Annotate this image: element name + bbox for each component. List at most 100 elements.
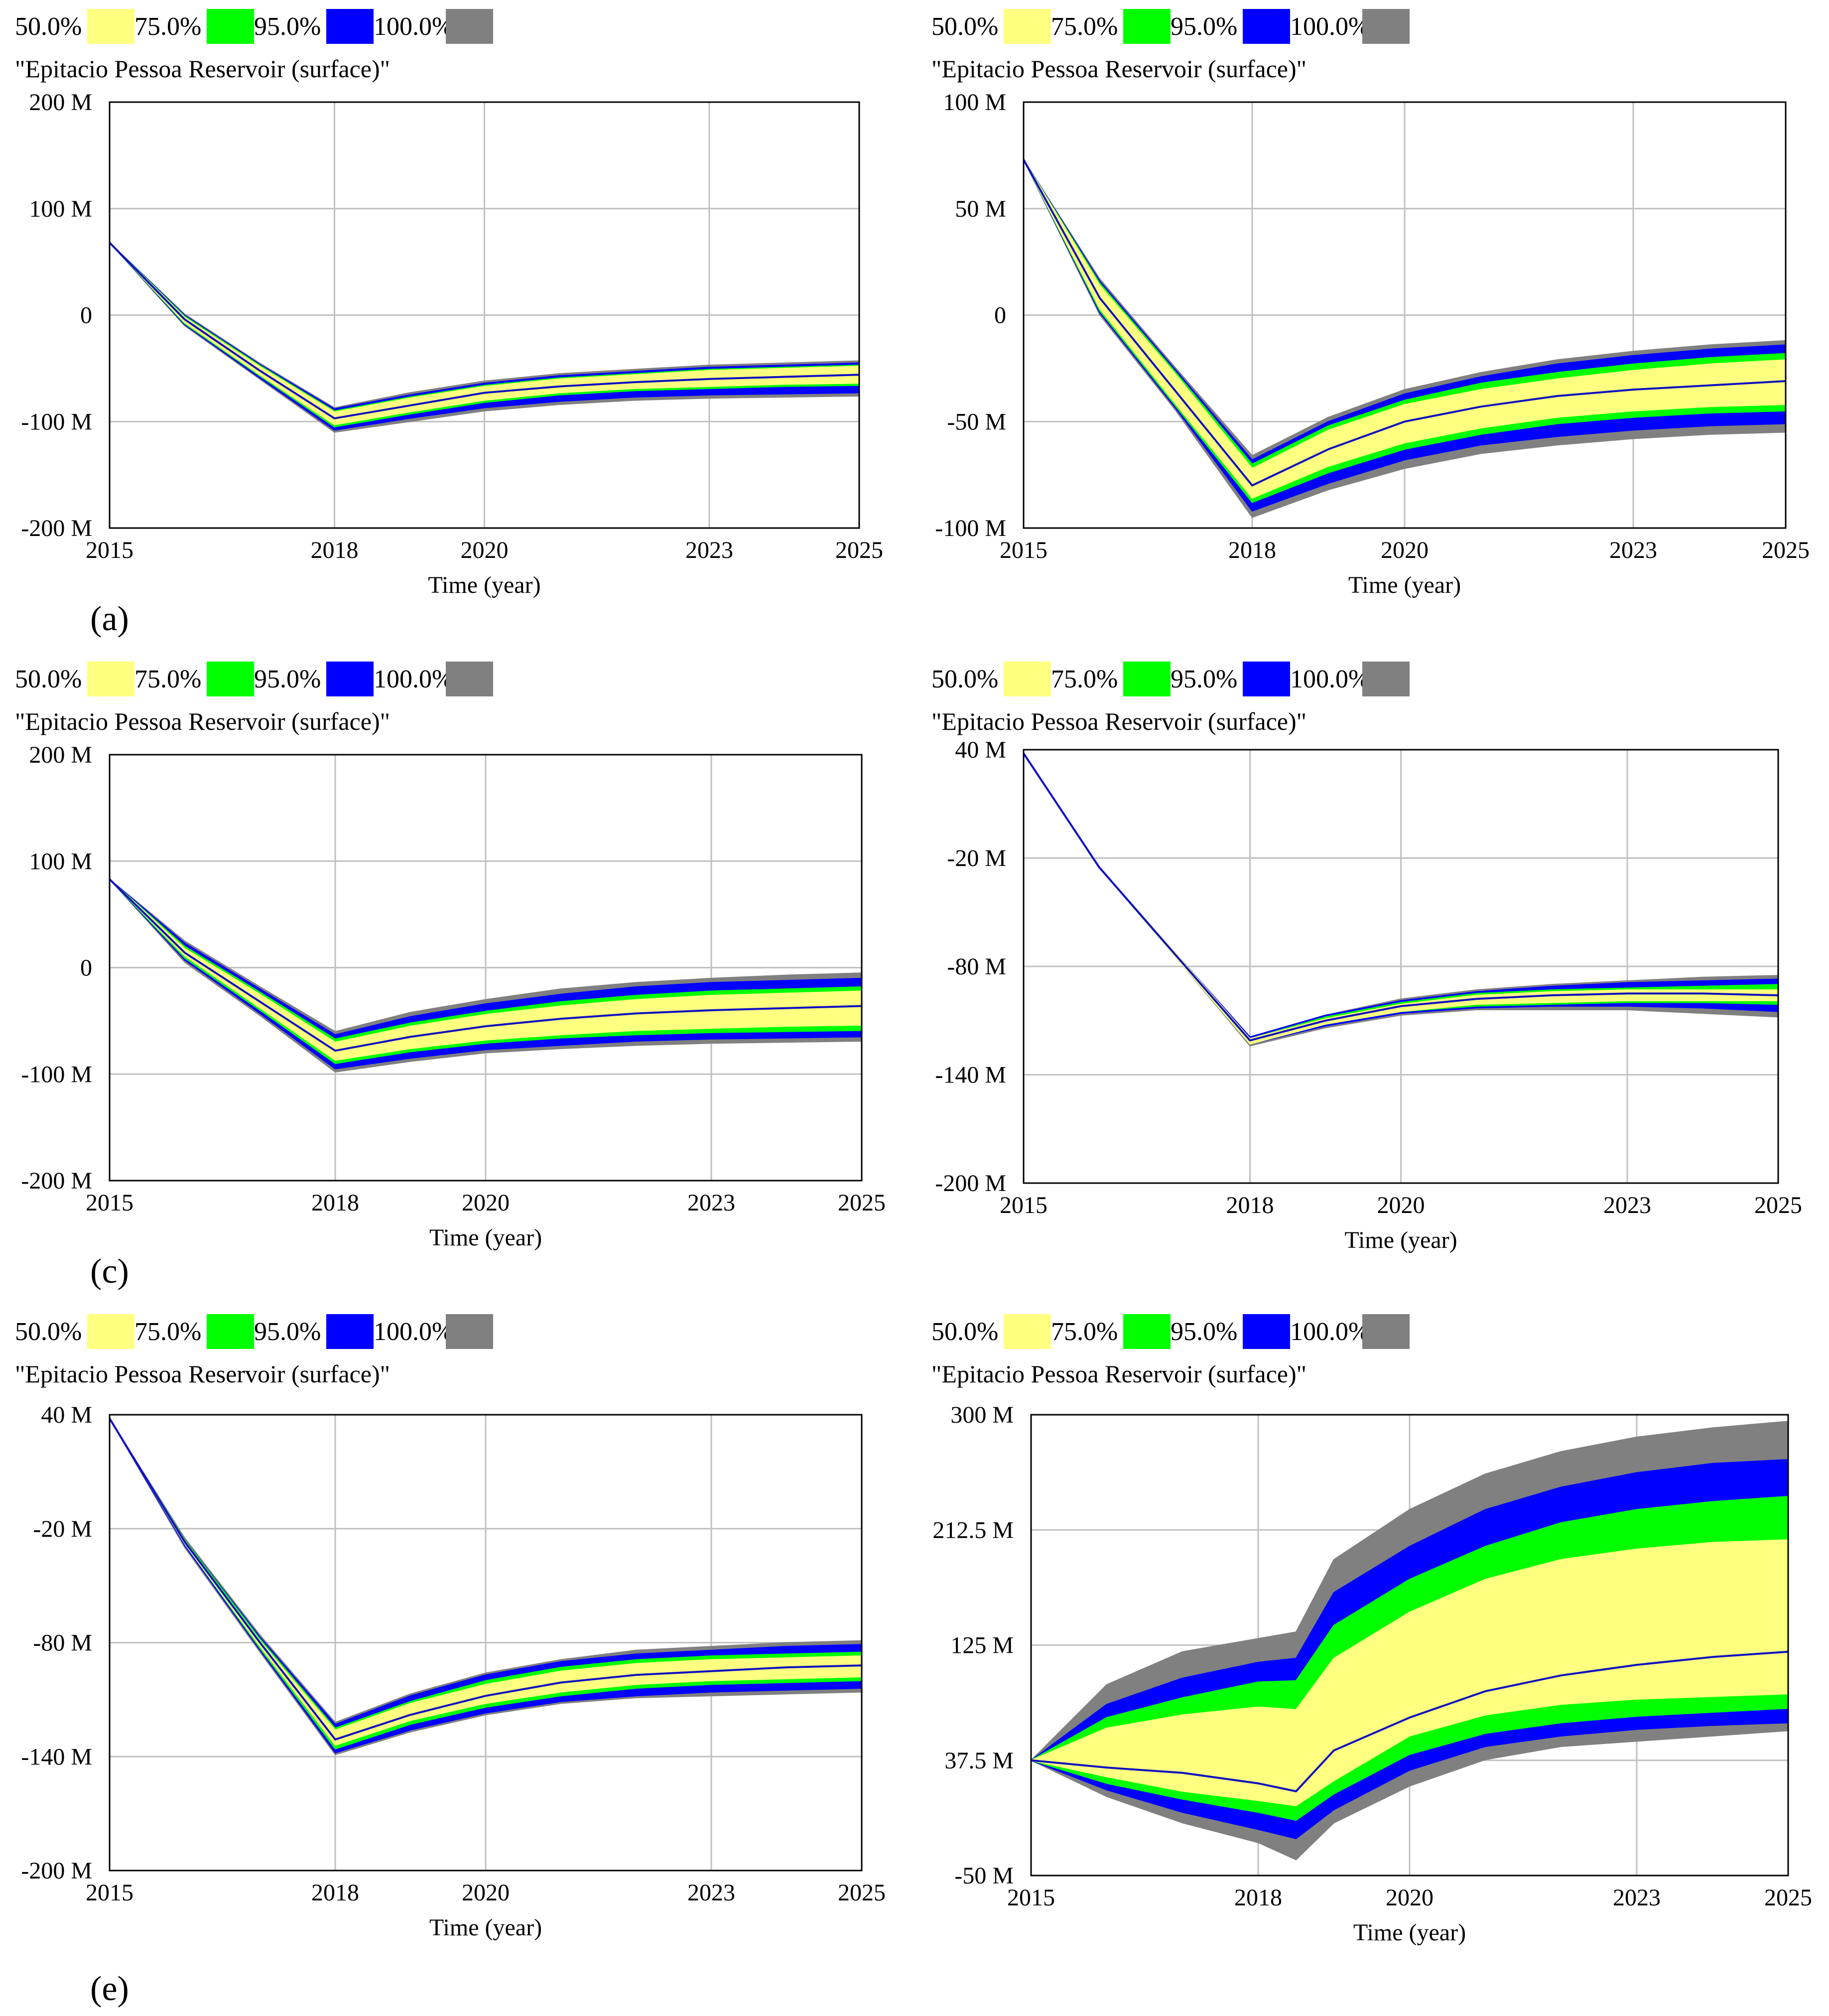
chart-panel-5: 50.0% 75.0% 95.0% 100.0% "Epitacio Pessoa Re… (15, 1314, 886, 2008)
x-tick-label: 2025 (1754, 1192, 1802, 1218)
median-line (1023, 159, 1786, 487)
y-tick-label: 125 M (950, 1632, 1014, 1659)
chart-panel-6: 50.0% 75.0% 95.0% 100.0% "Epitacio Pessoa Re… (931, 1314, 1812, 1946)
y-tick-label: -200 M (21, 1168, 92, 1194)
y-tick-label: -100 M (935, 515, 1006, 541)
legend-label: 50.0% (15, 1318, 82, 1346)
x-tick-label: 2020 (462, 1190, 510, 1216)
legend-label: 50.0% (931, 665, 998, 693)
legend-swatch (1362, 1314, 1410, 1349)
panel-label: (a) (90, 600, 129, 638)
chart-title: "Epitacio Pessoa Reservoir (surface)" (15, 1360, 390, 1388)
y-tick-label: -140 M (935, 1062, 1006, 1088)
legend-label: 100.0% (1290, 12, 1370, 41)
legend: 50.0% 75.0% 95.0% 100.0% (15, 9, 493, 44)
y-tick-label: 212.5 M (932, 1517, 1014, 1543)
median-line (1031, 1650, 1789, 1793)
grid (1024, 750, 1778, 1183)
legend-label: 75.0% (134, 12, 201, 41)
y-tick-label: 50 M (955, 196, 1006, 222)
y-tick-label: 200 M (29, 89, 92, 116)
x-tick-label: 2015 (86, 1190, 133, 1216)
y-tick-label: 0 (80, 955, 92, 981)
legend-swatch (1362, 9, 1410, 44)
chart-panel-4: 50.0% 75.0% 95.0% 100.0% "Epitacio Pessoa Re… (931, 662, 1802, 1253)
x-tick-label: 2020 (1381, 537, 1429, 563)
y-tick-label: -100 M (21, 408, 92, 435)
y-tick-label: -50 M (954, 1863, 1014, 1889)
chart-panel-1: 50.0% 75.0% 95.0% 100.0% "Epitacio Pessoa Re… (15, 9, 883, 638)
x-tick-label: 2018 (311, 1190, 359, 1216)
y-tick-label: 300 M (950, 1402, 1014, 1428)
x-tick-label: 2025 (1762, 537, 1810, 563)
legend-label: 95.0% (254, 12, 321, 41)
y-tick-label: 40 M (955, 737, 1006, 763)
legend-label: 95.0% (254, 665, 321, 693)
x-tick-label: 2025 (838, 1190, 886, 1216)
chart-title: "Epitacio Pessoa Reservoir (surface)" (931, 55, 1306, 83)
chart-title: "Epitacio Pessoa Reservoir (surface)" (931, 1360, 1306, 1388)
x-tick-label: 2015 (1007, 1884, 1055, 1911)
panel-label: (c) (90, 1252, 129, 1291)
legend-swatch (1243, 662, 1290, 696)
legend-swatch (1123, 662, 1171, 696)
y-tick-label: -80 M (33, 1630, 92, 1656)
legend-label: 75.0% (1051, 12, 1118, 41)
legend-label: 75.0% (1051, 1318, 1118, 1346)
legend-swatch (326, 1314, 374, 1349)
y-tick-label: -200 M (935, 1170, 1006, 1197)
legend-swatch (87, 1314, 134, 1349)
legend-label: 95.0% (254, 1318, 321, 1346)
legend-label: 100.0% (374, 12, 453, 41)
y-tick-label: -80 M (947, 953, 1006, 980)
median-line (1023, 753, 1779, 1042)
legend-label: 50.0% (931, 1318, 998, 1346)
x-axis-label: Time (year) (1348, 572, 1461, 598)
legend-swatch (87, 9, 134, 44)
y-tick-label: -100 M (21, 1061, 92, 1087)
legend-label: 75.0% (134, 1318, 201, 1346)
legend-swatch (207, 9, 254, 44)
x-axis-label: Time (year) (429, 1914, 542, 1941)
x-tick-label: 2025 (838, 1880, 886, 1906)
legend-swatch (1123, 9, 1171, 44)
x-axis-label: Time (year) (1353, 1919, 1466, 1946)
x-tick-label: 2018 (1228, 537, 1276, 563)
chart-title: "Epitacio Pessoa Reservoir (surface)" (15, 55, 390, 83)
median-line (109, 1418, 862, 1741)
y-tick-label: 100 M (29, 196, 92, 222)
legend-swatch (87, 662, 134, 696)
legend-label: 100.0% (1290, 665, 1370, 693)
x-tick-label: 2015 (86, 537, 133, 563)
legend: 50.0% 75.0% 95.0% 100.0% (15, 662, 493, 696)
legend-label: 95.0% (1171, 12, 1237, 41)
x-axis-label: Time (year) (428, 572, 540, 598)
chart-title: "Epitacio Pessoa Reservoir (surface)" (15, 707, 390, 735)
x-tick-label: 2020 (1386, 1884, 1434, 1911)
x-axis-label: Time (year) (1344, 1227, 1457, 1253)
y-tick-label: -20 M (947, 845, 1006, 872)
legend-label: 50.0% (931, 12, 998, 41)
legend-swatch (446, 9, 493, 44)
plot-frame (109, 101, 860, 529)
y-tick-label: -50 M (947, 408, 1006, 435)
legend-label: 95.0% (1171, 665, 1237, 693)
x-tick-label: 2023 (685, 537, 733, 563)
plot-frame (109, 754, 863, 1182)
y-tick-label: -20 M (33, 1516, 92, 1542)
legend-swatch (446, 662, 493, 696)
chart-panel-2: 50.0% 75.0% 95.0% 100.0% "Epitacio Pessoa Re… (931, 9, 1810, 598)
x-tick-label: 2020 (462, 1880, 510, 1906)
legend-label: 75.0% (1051, 665, 1118, 693)
x-axis-label: Time (year) (429, 1224, 542, 1251)
x-tick-label: 2018 (1234, 1884, 1282, 1911)
legend-swatch (1004, 9, 1051, 44)
y-tick-label: -140 M (21, 1744, 92, 1770)
x-tick-label: 2025 (835, 537, 883, 563)
x-tick-label: 2020 (461, 537, 509, 563)
plot-frame (1023, 749, 1779, 1184)
legend-swatch (1004, 1314, 1051, 1349)
legend-swatch (207, 1314, 254, 1349)
y-tick-label: 0 (80, 302, 92, 329)
legend-label: 50.0% (15, 12, 82, 41)
